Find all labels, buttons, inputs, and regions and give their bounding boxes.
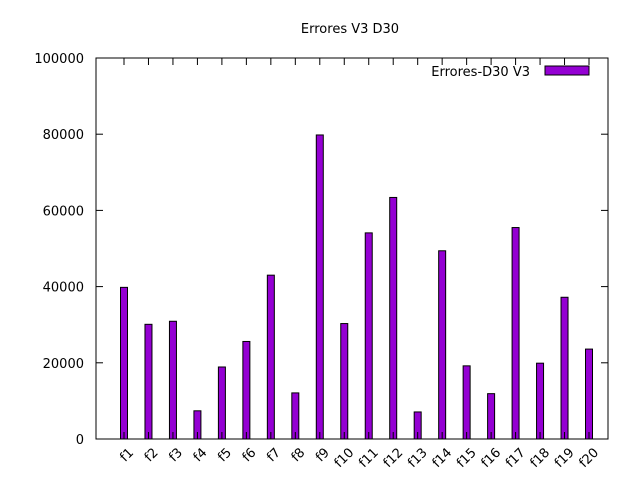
legend: Errores-D30 V3 [431,65,590,80]
bar-f1 [120,286,128,440]
x-tick-label-f17: f17 [503,445,529,471]
x-tick-label-f12: f12 [381,445,407,471]
x-tick-label-f16: f16 [479,445,505,471]
bar-f17 [511,227,520,440]
bar-f10 [340,323,349,440]
bar-f6 [242,340,251,440]
x-tick-label-f14: f14 [430,445,456,471]
x-tick-label-f8: f8 [289,445,309,465]
x-tick-label-f7: f7 [264,445,284,465]
x-tick-label-f19: f19 [552,445,578,471]
x-tick-label-f20: f20 [577,445,603,471]
bar-f11 [364,232,373,440]
bar-f2 [144,323,153,440]
bar-f5 [217,366,226,440]
x-tick-label-f6: f6 [240,445,260,465]
x-tick-label-f10: f10 [332,445,358,471]
x-tick-label-f18: f18 [528,445,554,471]
bar-f20 [585,348,593,440]
bar-f19 [560,296,569,440]
bar-f18 [536,362,545,440]
y-tick-label: 60000 [43,204,84,219]
x-tick-label-f3: f3 [166,445,186,465]
y-tick-label: 0 [76,433,84,448]
x-tick-label-f4: f4 [191,445,211,465]
bar-f15 [462,365,471,440]
bar-f9 [315,134,324,440]
x-tick-label-f2: f2 [142,445,162,465]
x-tick-label-f1: f1 [117,445,137,465]
y-tick-label: 80000 [43,128,84,143]
x-tick-label-f15: f15 [454,445,480,471]
y-tick-label: 100000 [34,52,84,67]
y-tick-label: 20000 [43,357,84,372]
bar-f3 [168,320,177,440]
bar-f7 [266,274,275,440]
bar-f14 [438,250,447,440]
y-tick-label: 40000 [43,281,84,296]
legend-swatch [544,65,590,76]
x-tick-label-f9: f9 [313,445,333,465]
x-tick-label-f11: f11 [356,445,382,471]
chart-title: Errores V3 D30 [301,22,399,37]
bar-f12 [389,196,398,440]
plot-border [95,57,609,440]
x-tick-label-f13: f13 [405,445,431,471]
legend-label: Errores-D30 V3 [431,65,530,80]
x-tick-label-f5: f5 [215,445,235,465]
